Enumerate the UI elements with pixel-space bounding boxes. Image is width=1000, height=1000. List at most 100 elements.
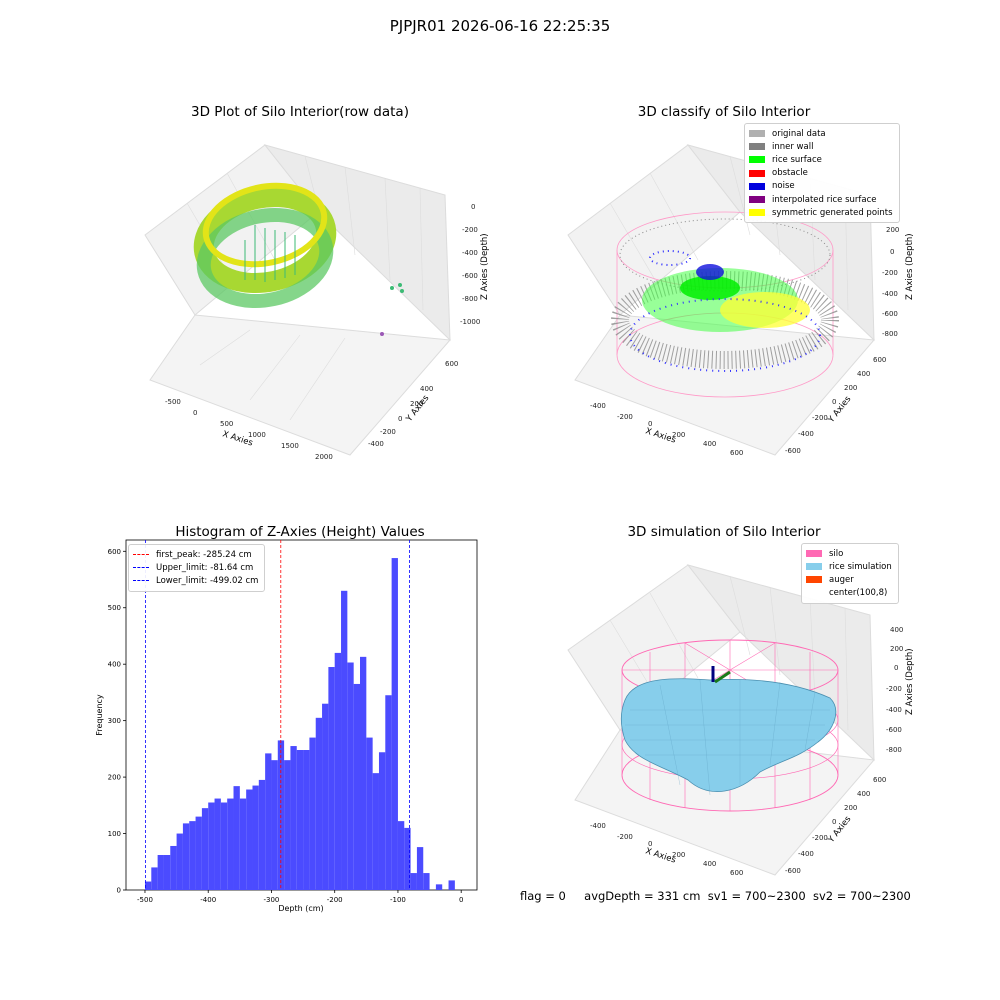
legend-entry-interpolated: interpolated rice surface bbox=[749, 193, 893, 206]
legend-entry-auger: auger bbox=[806, 573, 892, 586]
simulation-z-tick: -400 bbox=[886, 706, 902, 714]
raw-z-tick: -600 bbox=[462, 272, 478, 280]
raw-x-tick: 0 bbox=[193, 409, 197, 417]
legend-swatch bbox=[806, 563, 822, 571]
histogram-bar bbox=[189, 821, 196, 890]
histogram-bar bbox=[246, 789, 253, 890]
legend-label: rice surface bbox=[772, 154, 822, 165]
histogram-bar bbox=[315, 717, 323, 890]
flag-text: flag = 0 bbox=[520, 889, 566, 903]
legend-label: symmetric generated points bbox=[772, 207, 893, 218]
simulation-z-tick: -600 bbox=[886, 726, 902, 734]
legend-entry-rice-simulation: rice simulation bbox=[806, 560, 892, 573]
raw-y-tick: 200 bbox=[410, 400, 423, 408]
depth-histogram[interactable]: -500 -400 -300 -200 -100 0 0 100 200 300 400 500 60… bbox=[80, 535, 490, 920]
raw-z-tick: -200 bbox=[462, 226, 478, 234]
histogram-bar bbox=[170, 845, 177, 890]
raw-z-tick: 0 bbox=[471, 203, 475, 211]
histogram-y-tick-label: 100 bbox=[108, 830, 121, 838]
simulation-z-tick: -800 bbox=[886, 746, 902, 754]
legend-swatch bbox=[749, 209, 765, 217]
classify-x-tick: 0 bbox=[648, 420, 652, 428]
legend-label: Lower_limit: -499.02 cm bbox=[156, 575, 259, 586]
raw-y-ticks: 600 400 200 0 -200 -400 bbox=[368, 360, 458, 448]
histogram-y-tick-label: 600 bbox=[108, 548, 121, 556]
legend-swatch bbox=[749, 156, 765, 164]
legend-swatch bbox=[749, 130, 765, 138]
classify-x-tick: 200 bbox=[672, 431, 685, 439]
raw-y-tick: -200 bbox=[380, 428, 396, 436]
simulation-y-tick: -600 bbox=[785, 867, 801, 875]
histogram-x-tick-label: -300 bbox=[264, 896, 280, 904]
histogram-x-tick-label: 0 bbox=[459, 896, 463, 904]
histogram-bar bbox=[404, 827, 411, 890]
simulation-x-tick: -400 bbox=[590, 822, 606, 830]
histogram-x-tick-label: -500 bbox=[137, 896, 153, 904]
histogram-bar bbox=[353, 683, 360, 890]
raw-x-ticks: -500 0 500 1000 1500 2000 bbox=[165, 398, 333, 460]
figure-title: PJPJR01 2026-06-16 22:25:35 bbox=[389, 17, 611, 35]
classify-x-tick: 400 bbox=[703, 440, 716, 448]
simulation-3d-plot[interactable]: -400 -200 0 200 400 600 600 400 200 0 -2… bbox=[560, 560, 920, 880]
classify-x-tick: -400 bbox=[590, 402, 606, 410]
simulation-z-axis-label: Z Axies (Depth) bbox=[905, 648, 915, 715]
classify-plot-title: 3D classify of Silo Interior bbox=[637, 104, 811, 120]
avg-depth-text: avgDepth = 331 cm bbox=[584, 889, 701, 903]
simulation-y-tick: -400 bbox=[798, 850, 814, 858]
legend-swatch bbox=[749, 196, 765, 204]
histogram-bar bbox=[208, 802, 215, 890]
raw-z-axis-label: Z Axies (Depth) bbox=[480, 233, 490, 300]
histogram-bar bbox=[366, 737, 373, 890]
legend-label: rice simulation bbox=[829, 561, 892, 572]
classify-y-tick: 200 bbox=[844, 384, 857, 392]
raw-z-tick: -400 bbox=[462, 249, 478, 257]
simulation-z-ticks: 400 200 0 -200 -400 -600 -800 bbox=[886, 626, 903, 754]
legend-label: center(100,8) bbox=[829, 588, 888, 599]
legend-label: noise bbox=[772, 181, 795, 192]
legend-swatch bbox=[806, 590, 822, 597]
histogram-bar bbox=[176, 833, 183, 890]
histogram-bar bbox=[296, 750, 304, 890]
histogram-bar bbox=[334, 652, 342, 890]
simulation-y-tick: -200 bbox=[812, 834, 828, 842]
legend-entry-original-data: original data bbox=[749, 127, 893, 140]
raw-y-tick: 0 bbox=[398, 415, 402, 423]
histogram-bar bbox=[252, 785, 259, 890]
classify-point-cloud bbox=[611, 211, 839, 398]
classify-legend: original data inner wall rice surface ob… bbox=[744, 123, 900, 224]
raw-z-ticks: 0 -200 -400 -600 -800 -1000 bbox=[460, 203, 480, 326]
histogram-bar bbox=[378, 752, 386, 890]
rice-simulation-surface bbox=[620, 678, 837, 792]
auger-icon bbox=[711, 666, 731, 684]
classify-z-tick: -200 bbox=[882, 269, 898, 277]
simulation-x-tick: 600 bbox=[730, 869, 743, 877]
histogram-bar bbox=[220, 802, 228, 890]
simulation-plot-title: 3D simulation of Silo Interior bbox=[627, 524, 821, 540]
raw-x-tick: 2000 bbox=[315, 453, 333, 460]
histogram-y-tick-label: 200 bbox=[108, 774, 121, 782]
legend-entry-first-peak: first_peak: -285.24 cm bbox=[133, 548, 258, 561]
histogram-y-tick-label: 400 bbox=[108, 661, 121, 669]
classify-z-tick: -800 bbox=[882, 330, 898, 338]
histogram-bar bbox=[416, 847, 424, 890]
rice-surface-mesh bbox=[625, 679, 830, 796]
histogram-y-tick-label: 300 bbox=[108, 717, 121, 725]
legend-swatch bbox=[806, 550, 822, 558]
raw-3d-plot[interactable]: -500 0 500 1000 1500 2000 600 400 200 0 … bbox=[140, 140, 490, 460]
histogram-bar bbox=[322, 703, 329, 890]
legend-entry-silo: silo bbox=[806, 547, 892, 560]
legend-label: obstacle bbox=[772, 168, 808, 179]
histogram-bar bbox=[372, 773, 379, 890]
histogram-bar bbox=[448, 880, 455, 890]
histogram-bar bbox=[328, 667, 335, 890]
histogram-x-axis-label: Depth (cm) bbox=[278, 904, 323, 913]
histogram-y-tick-label: 0 bbox=[117, 887, 121, 895]
classify-x-axis-label: X Axies bbox=[644, 426, 677, 445]
classify-3d-plot[interactable]: -400 -200 0 200 400 600 600 400 200 0 -2… bbox=[560, 140, 920, 460]
histogram-bar bbox=[239, 798, 247, 890]
classify-z-tick: -600 bbox=[882, 310, 898, 318]
histogram-x-ticks: -500 -400 -300 -200 -100 0 bbox=[137, 890, 463, 904]
histogram-bar bbox=[303, 750, 310, 890]
histogram-bar bbox=[284, 760, 291, 890]
histogram-bar bbox=[309, 737, 316, 890]
